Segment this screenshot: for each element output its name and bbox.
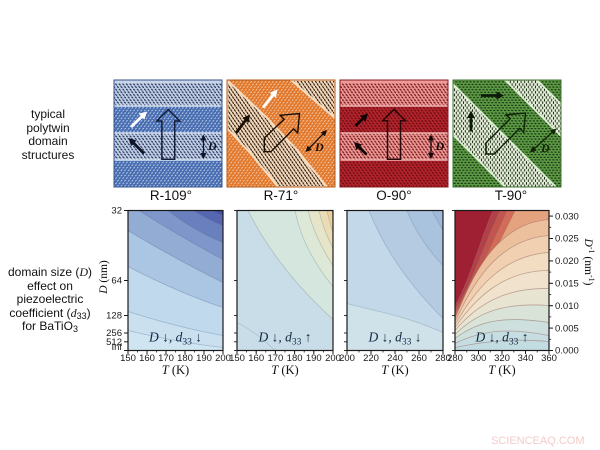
svg-text:280: 280 bbox=[435, 353, 451, 364]
svg-text:340: 340 bbox=[518, 353, 534, 364]
svg-text:150: 150 bbox=[120, 353, 136, 364]
svg-text:0.000: 0.000 bbox=[555, 346, 579, 357]
svg-text:190: 190 bbox=[196, 353, 212, 364]
svg-text:R-71°: R-71° bbox=[264, 188, 299, 203]
svg-text:Inf: Inf bbox=[111, 342, 122, 353]
svg-text:160: 160 bbox=[139, 353, 155, 364]
svg-text:D ↓, d33 ↑: D ↓, d33 ↑ bbox=[475, 330, 529, 348]
svg-text:64: 64 bbox=[111, 276, 122, 287]
svg-text:170: 170 bbox=[267, 353, 283, 364]
svg-text:D ↓, d33 ↑: D ↓, d33 ↑ bbox=[258, 330, 312, 348]
svg-text:220: 220 bbox=[363, 353, 379, 364]
svg-text:0.010: 0.010 bbox=[555, 301, 579, 312]
svg-text:T (K): T (K) bbox=[271, 363, 298, 377]
svg-text:O-90°: O-90° bbox=[376, 188, 411, 203]
svg-text:260: 260 bbox=[411, 353, 427, 364]
svg-text:512: 512 bbox=[106, 337, 122, 348]
svg-text:T (K): T (K) bbox=[381, 363, 408, 377]
svg-text:200: 200 bbox=[339, 353, 355, 364]
svg-text:0.005: 0.005 bbox=[555, 323, 579, 334]
svg-text:190: 190 bbox=[306, 353, 322, 364]
svg-text:256: 256 bbox=[106, 328, 122, 339]
svg-text:180: 180 bbox=[287, 353, 303, 364]
svg-text:D ↓, d33 ↓: D ↓, d33 ↓ bbox=[148, 330, 202, 348]
svg-text:T (K): T (K) bbox=[488, 363, 515, 377]
svg-text:T-90°: T-90° bbox=[495, 188, 527, 203]
svg-text:D-1 (nm-1): D-1 (nm-1) bbox=[582, 238, 597, 286]
svg-text:T (K): T (K) bbox=[162, 363, 189, 377]
svg-text:280: 280 bbox=[447, 353, 463, 364]
svg-text:D: D bbox=[540, 141, 550, 155]
svg-text:320: 320 bbox=[494, 353, 510, 364]
svg-text:D (nm): D (nm) bbox=[98, 260, 110, 295]
svg-text:32: 32 bbox=[111, 206, 122, 217]
svg-text:R-109°: R-109° bbox=[150, 188, 192, 203]
svg-text:240: 240 bbox=[387, 353, 403, 364]
svg-text:0.030: 0.030 bbox=[555, 211, 579, 222]
svg-text:D: D bbox=[207, 139, 217, 153]
svg-text:0.015: 0.015 bbox=[555, 279, 579, 290]
svg-text:200: 200 bbox=[215, 353, 231, 364]
svg-text:170: 170 bbox=[158, 353, 174, 364]
svg-text:D ↓, d33 ↓: D ↓, d33 ↓ bbox=[368, 330, 422, 348]
svg-text:0.020: 0.020 bbox=[555, 256, 579, 267]
svg-text:128: 128 bbox=[106, 311, 122, 322]
svg-text:180: 180 bbox=[177, 353, 193, 364]
svg-text:200: 200 bbox=[325, 353, 341, 364]
svg-text:300: 300 bbox=[471, 353, 487, 364]
svg-text:D: D bbox=[435, 139, 445, 153]
svg-text:150: 150 bbox=[229, 353, 245, 364]
svg-text:160: 160 bbox=[248, 353, 264, 364]
svg-text:D: D bbox=[314, 140, 324, 154]
svg-text:360: 360 bbox=[541, 353, 557, 364]
svg-text:0.025: 0.025 bbox=[555, 234, 579, 245]
